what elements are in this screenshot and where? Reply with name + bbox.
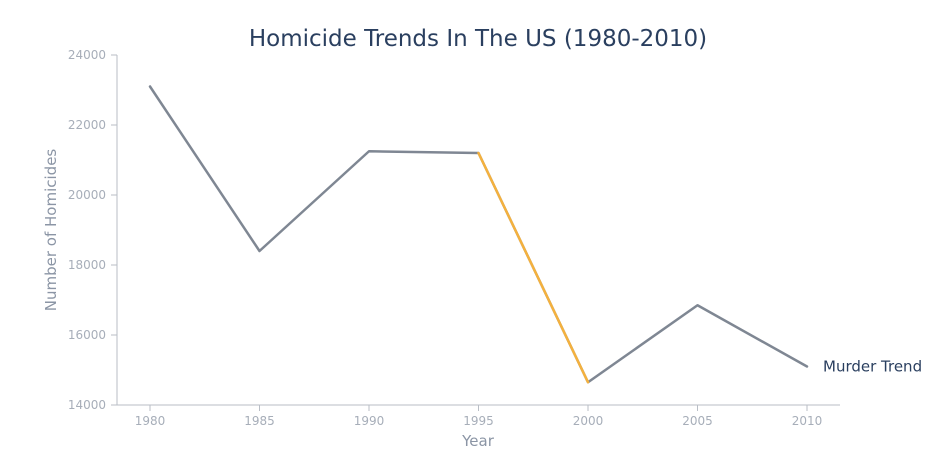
x-tick-label: 2005: [682, 414, 713, 428]
y-tick-label: 24000: [68, 48, 106, 62]
y-axis-ticks: 14000 16000 18000 20000 22000 24000: [68, 48, 117, 412]
series-label: Murder Trend: [823, 358, 922, 376]
series-line: [148, 85, 809, 384]
x-tick-label: 1980: [135, 414, 166, 428]
y-tick-label: 20000: [68, 188, 106, 202]
y-tick-label: 18000: [68, 258, 106, 272]
y-axis-title: Number of Homicides: [42, 149, 60, 312]
x-tick-label: 1985: [244, 414, 275, 428]
y-tick-label: 14000: [68, 398, 106, 412]
x-axis-ticks: 1980 1985 1990 1995 2000 2005 2010: [135, 405, 823, 428]
x-tick-label: 2010: [792, 414, 823, 428]
highlight-segment: [477, 151, 590, 384]
y-tick-label: 16000: [68, 328, 106, 342]
x-tick-label: 1995: [463, 414, 494, 428]
series-group: Murder Trend: [148, 85, 922, 384]
x-tick-label: 2000: [573, 414, 604, 428]
x-axis-title: Year: [461, 432, 495, 450]
y-tick-label: 22000: [68, 118, 106, 132]
x-tick-label: 1990: [354, 414, 385, 428]
chart-title: Homicide Trends In The US (1980-2010): [249, 26, 707, 52]
